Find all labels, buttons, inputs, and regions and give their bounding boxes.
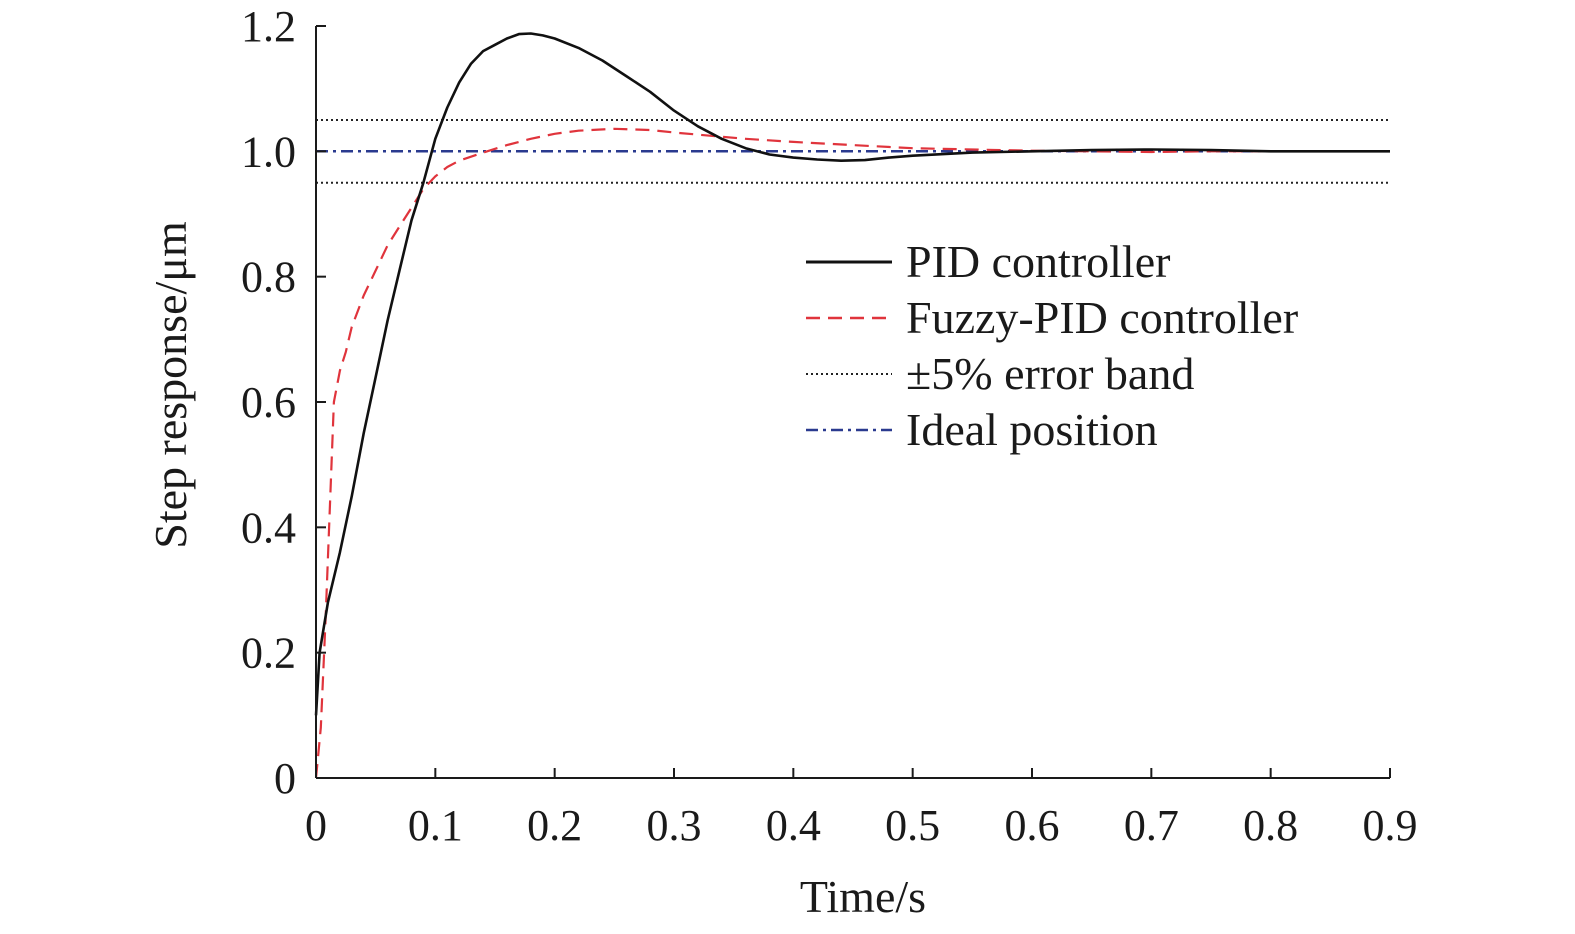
x-tick-label: 0.2 <box>527 801 582 850</box>
x-tick-label: 0.3 <box>647 801 702 850</box>
legend-item-error-band: ±5% error band <box>806 348 1194 399</box>
y-tick-label: 1.2 <box>241 2 296 51</box>
legend-label-fuzzy-pid: Fuzzy-PID controller <box>906 292 1298 343</box>
legend-label-ideal: Ideal position <box>906 404 1158 455</box>
plot-series <box>314 32 1390 779</box>
x-tick-label: 0.6 <box>1005 801 1060 850</box>
y-tick-label: 1.0 <box>241 127 296 176</box>
x-tick-label: 0.4 <box>766 801 821 850</box>
x-ticks: 0 0.1 0.2 0.3 0.4 0.5 0.6 0.7 0.8 0.9 <box>305 768 1418 850</box>
x-tick-label: 0 <box>305 801 327 850</box>
legend-label-pid: PID controller <box>906 236 1170 287</box>
x-axis-title: Time/s <box>800 871 926 922</box>
x-tick-label: 0.5 <box>885 801 940 850</box>
y-tick-label: 0.4 <box>241 503 296 552</box>
x-tick-label: 0.9 <box>1363 801 1418 850</box>
y-tick-label: 0.8 <box>241 253 296 302</box>
x-tick-label: 0.1 <box>408 801 463 850</box>
x-tick-label: 0.7 <box>1124 801 1179 850</box>
y-tick-label: 0.6 <box>241 378 296 427</box>
y-ticks: 0 0.2 0.4 0.6 0.8 1.0 1.2 <box>241 2 326 803</box>
fuzzy-pid-series-line <box>314 127 1390 779</box>
pid-series-line <box>314 32 1390 716</box>
legend-item-fuzzy-pid: Fuzzy-PID controller <box>806 292 1298 343</box>
x-tick-label: 0.8 <box>1243 801 1298 850</box>
y-tick-label: 0 <box>274 754 296 803</box>
legend-item-ideal: Ideal position <box>806 404 1158 455</box>
legend: PID controller Fuzzy-PID controller ±5% … <box>806 236 1298 455</box>
y-tick-label: 0.2 <box>241 629 296 678</box>
legend-item-pid: PID controller <box>806 236 1170 287</box>
legend-label-error-band: ±5% error band <box>906 348 1194 399</box>
y-axis-title: Step response/μm <box>145 221 196 549</box>
